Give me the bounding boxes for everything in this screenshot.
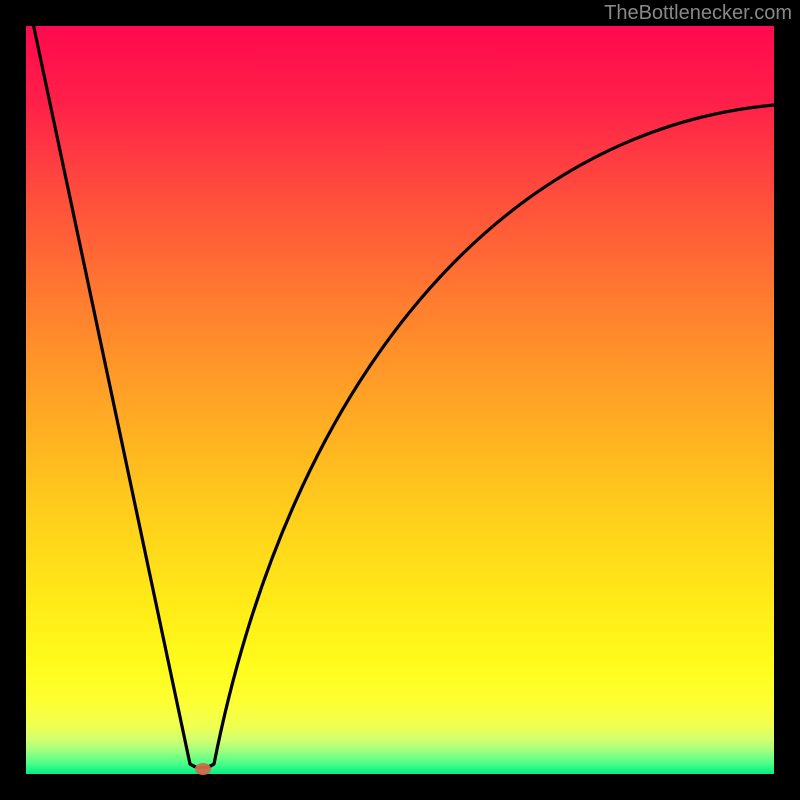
- attribution-text: TheBottlenecker.com: [604, 2, 792, 25]
- gradient-area: [26, 26, 774, 774]
- chart-frame: TheBottlenecker.com: [0, 0, 800, 800]
- chart-svg: [0, 0, 800, 800]
- optimal-point-marker: [195, 763, 211, 775]
